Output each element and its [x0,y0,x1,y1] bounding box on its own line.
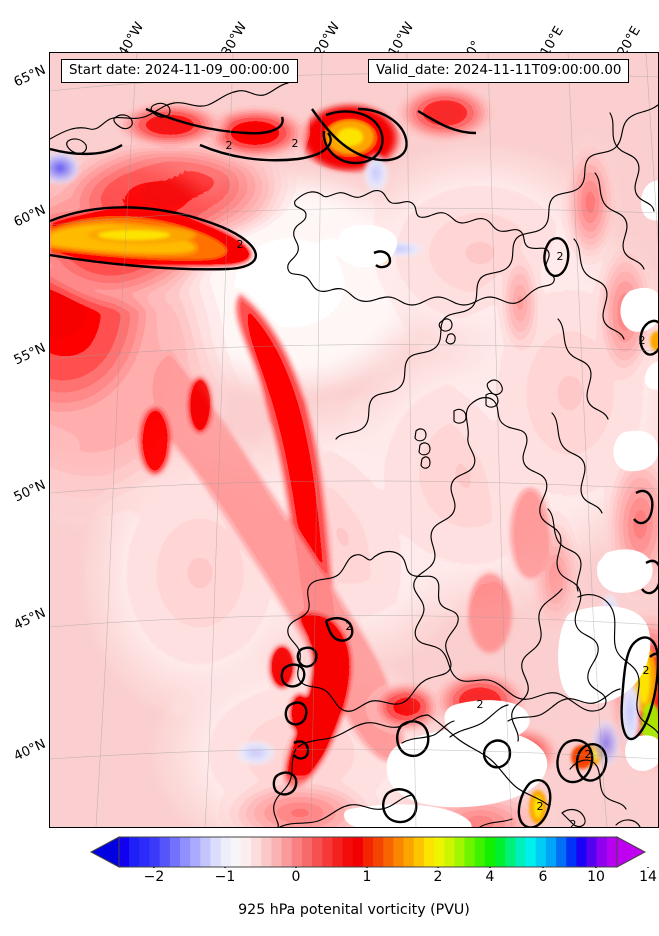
colorbar-tick-label-6: 6 [538,869,548,885]
colorbar-tick-label-1: −1 [214,869,236,885]
colorbar-cell-35 [474,837,486,867]
potential-vorticity-field: 2222222222222 [50,53,658,827]
colorbar-cell-4 [159,837,171,867]
colorbar-tick-label-0: −2 [143,869,165,885]
colorbar-gradient [89,836,649,868]
colorbar-cell-6 [179,837,191,867]
colorbar-cell-43 [556,837,567,867]
colorbar-cell-37 [495,837,506,867]
map-plot-area[interactable]: 2222222222222 [49,52,659,828]
colorbar-tick-label-2: 0 [291,869,301,885]
colorbar-cell-24 [362,837,374,867]
colorbar-cell-27 [393,837,405,867]
colorbar-cell-2 [139,837,150,867]
colorbar-cell-34 [464,837,476,867]
colorbar-cell-36 [484,837,496,867]
colorbar-under-arrow [89,836,120,868]
colorbar-cell-44 [566,837,577,867]
colorbar-cell-18 [301,837,313,867]
colorbar-tick-label-7: 10 [587,869,605,885]
colorbar-tick-label-5: 4 [485,869,495,885]
colorbar-cell-42 [545,837,557,867]
contour-level-labels: 2222222222222 [226,137,650,827]
colorbar-cell-25 [373,837,384,867]
colorbar-cell-31 [434,837,445,867]
colorbar-cell-5 [169,837,181,867]
colorbar-over-arrow [616,836,647,868]
lat-tick-2: 55°N [11,340,49,369]
pv-contour-fill [50,81,658,827]
colorbar-cell-0 [119,837,130,867]
colorbar-cell-17 [291,837,303,867]
colorbar-cell-12 [240,837,252,867]
colorbar-cell-23 [352,837,364,867]
colorbar-cell-29 [413,837,425,867]
colorbar-title: 925 hPa potenital vorticity (PVU) [238,902,470,918]
colorbar-tick-label-3: 1 [362,869,372,885]
colorbar-cell-41 [535,837,547,867]
colorbar-cell-40 [525,837,537,867]
colorbar-cell-11 [230,837,242,867]
colorbar-cell-20 [322,837,333,867]
start-date-annotation: Start date: 2024-11-09_00:00:00 [61,59,298,84]
colorbar-cell-13 [251,837,262,867]
valid-date-annotation: Valid_date: 2024-11-11T09:00:00.00 [368,59,630,84]
colorbar-cell-28 [403,837,415,867]
contour-label-7: 2 [643,664,650,677]
lat-tick-5: 40°N [11,736,49,765]
contour-label-11: 2 [537,800,544,813]
lat-tick-1: 60°N [11,202,49,231]
contour-label-3: 2 [557,250,564,263]
contour-label-8: 2 [477,698,484,711]
colorbar[interactable]: −2 −1 0 1 2 4 6 10 14 925 hPa potenital vorticit… [49,836,659,936]
coastlines [50,82,658,827]
lat-tick-4: 45°N [11,605,49,634]
lat-tick-0: 65°N [11,62,49,91]
contour-label-4: 2 [639,334,646,347]
colorbar-cell-39 [515,837,527,867]
colorbar-cell-9 [210,837,222,867]
colorbar-tick-label-8: 14 [639,869,657,885]
contour-label-12: 2 [570,818,577,827]
colorbar-cell-3 [149,837,161,867]
colorbar-cell-1 [129,837,140,867]
colorbar-cell-38 [505,837,516,867]
colorbar-cell-45 [576,837,588,867]
contour-label-2: 2 [237,238,244,251]
colorbar-cell-30 [423,837,435,867]
contour-label-0: 2 [226,139,233,152]
colorbar-cell-16 [281,837,293,867]
colorbar-cell-33 [454,837,466,867]
colorbar-cell-15 [271,837,283,867]
colorbar-cell-26 [383,837,394,867]
colorbar-cell-10 [220,837,232,867]
colorbar-cell-8 [200,837,211,867]
contour-label-6: 2 [346,620,353,633]
colorbar-cell-46 [586,837,598,867]
contour-label-1: 2 [292,137,299,150]
colorbar-cell-21 [332,837,344,867]
colorbar-tick-label-4: 2 [433,869,443,885]
colorbar-cell-19 [312,837,323,867]
colorbar-cell-48 [606,837,618,867]
colorbar-cell-7 [190,837,201,867]
colorbar-cell-47 [596,837,608,867]
colorbar-cell-32 [444,837,455,867]
contour-label-9: 2 [585,748,592,761]
colorbar-cell-14 [261,837,272,867]
lat-tick-3: 50°N [11,477,49,506]
colorbar-cell-22 [342,837,354,867]
